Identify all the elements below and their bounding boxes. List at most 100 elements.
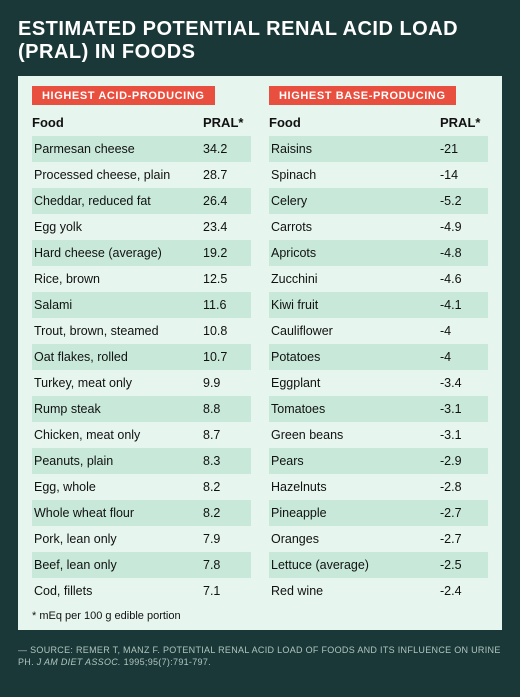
cell-pral: -3.1	[440, 402, 488, 416]
cell-food: Red wine	[269, 584, 440, 598]
table-row: Salami11.6	[32, 292, 251, 318]
cell-food: Oat flakes, rolled	[32, 350, 203, 364]
cell-food: Pork, lean only	[32, 532, 203, 546]
cell-pral: -5.2	[440, 194, 488, 208]
cell-pral: -2.9	[440, 454, 488, 468]
table-row: Pineapple-2.7	[269, 500, 488, 526]
cell-pral: 8.8	[203, 402, 251, 416]
cell-pral: 28.7	[203, 168, 251, 182]
table-row: Lettuce (average)-2.5	[269, 552, 488, 578]
cell-food: Hard cheese (average)	[32, 246, 203, 260]
cell-food: Tomatoes	[269, 402, 440, 416]
cell-pral: -4.1	[440, 298, 488, 312]
cell-pral: 26.4	[203, 194, 251, 208]
cell-pral: 34.2	[203, 142, 251, 156]
cell-pral: -2.4	[440, 584, 488, 598]
col-food-label: Food	[32, 115, 203, 130]
table-row: Green beans-3.1	[269, 422, 488, 448]
source-citation: — SOURCE: REMER T, MANZ F. POTENTIAL REN…	[18, 644, 502, 668]
cell-food: Rice, brown	[32, 272, 203, 286]
cell-pral: 11.6	[203, 298, 251, 312]
cell-pral: -4.9	[440, 220, 488, 234]
cell-food: Lettuce (average)	[269, 558, 440, 572]
acid-column: HIGHEST ACID-PRODUCING Food PRAL* Parmes…	[32, 86, 251, 604]
cell-food: Egg yolk	[32, 220, 203, 234]
acid-badge: HIGHEST ACID-PRODUCING	[32, 86, 215, 105]
base-rows: Raisins-21Spinach-14Celery-5.2Carrots-4.…	[269, 136, 488, 604]
cell-pral: -3.4	[440, 376, 488, 390]
cell-pral: 8.7	[203, 428, 251, 442]
cell-food: Peanuts, plain	[32, 454, 203, 468]
cell-food: Spinach	[269, 168, 440, 182]
table-row: Egg yolk23.4	[32, 214, 251, 240]
cell-food: Apricots	[269, 246, 440, 260]
table-row: Peanuts, plain8.3	[32, 448, 251, 474]
cell-food: Egg, whole	[32, 480, 203, 494]
table-row: Whole wheat flour8.2	[32, 500, 251, 526]
table-row: Beef, lean only7.8	[32, 552, 251, 578]
cell-pral: 8.3	[203, 454, 251, 468]
col-food-label: Food	[269, 115, 440, 130]
cell-food: Celery	[269, 194, 440, 208]
page-title: ESTIMATED POTENTIAL RENAL ACID LOAD (PRA…	[18, 18, 502, 64]
table-row: Cauliflower-4	[269, 318, 488, 344]
cell-pral: 23.4	[203, 220, 251, 234]
table-row: Celery-5.2	[269, 188, 488, 214]
source-suffix: 1995;95(7):791-797.	[121, 657, 211, 667]
cell-pral: 7.8	[203, 558, 251, 572]
cell-food: Pears	[269, 454, 440, 468]
acid-header: Food PRAL*	[32, 111, 251, 136]
table-row: Tomatoes-3.1	[269, 396, 488, 422]
cell-pral: 8.2	[203, 480, 251, 494]
cell-food: Beef, lean only	[32, 558, 203, 572]
base-column: HIGHEST BASE-PRODUCING Food PRAL* Raisin…	[269, 86, 488, 604]
cell-pral: 19.2	[203, 246, 251, 260]
table-row: Apricots-4.8	[269, 240, 488, 266]
table-row: Kiwi fruit-4.1	[269, 292, 488, 318]
cell-pral: 10.8	[203, 324, 251, 338]
cell-pral: 7.9	[203, 532, 251, 546]
cell-food: Processed cheese, plain	[32, 168, 203, 182]
cell-food: Trout, brown, steamed	[32, 324, 203, 338]
table-row: Oranges-2.7	[269, 526, 488, 552]
source-journal: J AM DIET ASSOC.	[37, 657, 121, 667]
table-row: Parmesan cheese34.2	[32, 136, 251, 162]
col-pral-label: PRAL*	[203, 115, 251, 130]
cell-food: Cod, fillets	[32, 584, 203, 598]
table-row: Raisins-21	[269, 136, 488, 162]
cell-food: Chicken, meat only	[32, 428, 203, 442]
table-row: Rice, brown12.5	[32, 266, 251, 292]
table-row: Rump steak8.8	[32, 396, 251, 422]
cell-pral: -4.6	[440, 272, 488, 286]
cell-pral: 9.9	[203, 376, 251, 390]
cell-food: Zucchini	[269, 272, 440, 286]
table-row: Cheddar, reduced fat26.4	[32, 188, 251, 214]
table-row: Spinach-14	[269, 162, 488, 188]
table-row: Oat flakes, rolled10.7	[32, 344, 251, 370]
cell-food: Salami	[32, 298, 203, 312]
cell-pral: -4	[440, 324, 488, 338]
cell-food: Turkey, meat only	[32, 376, 203, 390]
cell-pral: 8.2	[203, 506, 251, 520]
table-row: Processed cheese, plain28.7	[32, 162, 251, 188]
cell-pral: -2.7	[440, 506, 488, 520]
table-row: Cod, fillets7.1	[32, 578, 251, 604]
cell-food: Potatoes	[269, 350, 440, 364]
col-pral-label: PRAL*	[440, 115, 488, 130]
table-row: Pears-2.9	[269, 448, 488, 474]
cell-food: Cauliflower	[269, 324, 440, 338]
table-row: Chicken, meat only8.7	[32, 422, 251, 448]
footnote: * mEq per 100 g edible portion	[32, 604, 488, 622]
table-row: Carrots-4.9	[269, 214, 488, 240]
cell-pral: -21	[440, 142, 488, 156]
table-row: Trout, brown, steamed10.8	[32, 318, 251, 344]
cell-pral: -2.5	[440, 558, 488, 572]
table-row: Hazelnuts-2.8	[269, 474, 488, 500]
cell-food: Green beans	[269, 428, 440, 442]
cell-pral: -2.8	[440, 480, 488, 494]
base-header: Food PRAL*	[269, 111, 488, 136]
cell-food: Eggplant	[269, 376, 440, 390]
table-row: Turkey, meat only9.9	[32, 370, 251, 396]
table-row: Zucchini-4.6	[269, 266, 488, 292]
cell-food: Pineapple	[269, 506, 440, 520]
